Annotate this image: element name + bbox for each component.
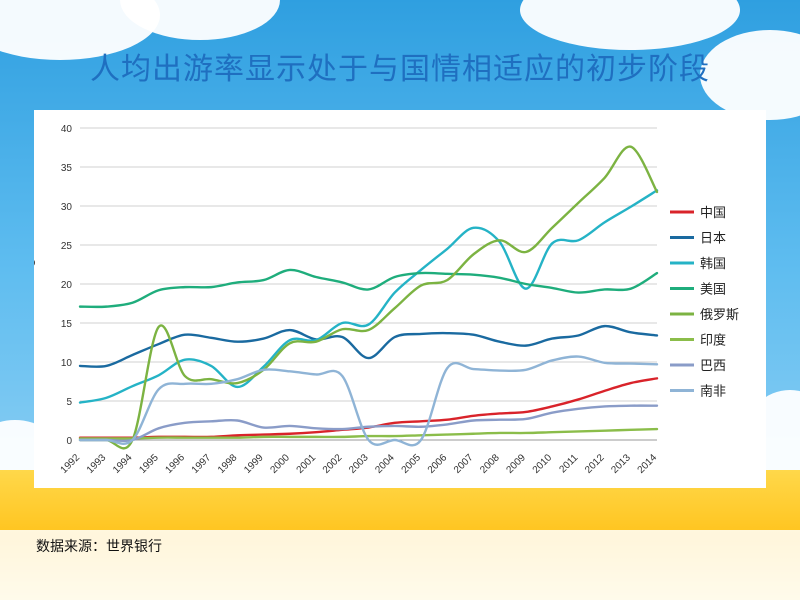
x-tick-label: 1995 xyxy=(137,452,161,476)
x-tick-label: 2012 xyxy=(583,452,607,476)
x-tick-label: 1994 xyxy=(111,452,135,476)
y-tick-label: 10 xyxy=(61,358,73,369)
x-tick-label: 2003 xyxy=(347,452,371,476)
x-tick-label: 2009 xyxy=(504,452,528,476)
series-line-6 xyxy=(78,427,659,440)
x-tick-label: 2013 xyxy=(609,452,633,476)
x-tick-label: 2001 xyxy=(295,452,319,476)
x-tick-label: 1996 xyxy=(164,452,188,476)
y-axis-label: % xyxy=(34,253,35,270)
page-title: 人均出游率显示处于与国情相适应的初步阶段 xyxy=(90,52,710,87)
y-tick-label: 35 xyxy=(61,163,73,174)
y-tick-label: 0 xyxy=(66,436,72,447)
cloud-decoration xyxy=(520,0,740,50)
x-tick-label: 2005 xyxy=(400,452,424,476)
y-tick-label: 5 xyxy=(66,397,72,408)
x-tick-label: 1998 xyxy=(216,452,240,476)
x-tick-label: 2008 xyxy=(478,452,502,476)
series-line-2 xyxy=(78,324,659,368)
x-tick-label: 2010 xyxy=(531,452,555,476)
series-line-7 xyxy=(78,404,659,443)
x-tick-label: 1992 xyxy=(59,452,83,476)
x-tick-label: 2014 xyxy=(636,452,660,476)
x-tick-label: 2007 xyxy=(452,452,476,476)
bottom-white-band xyxy=(0,530,800,600)
legend-label: 中国 xyxy=(700,205,726,220)
series-line-8 xyxy=(78,355,659,447)
y-tick-label: 40 xyxy=(61,124,73,135)
y-tick-label: 15 xyxy=(61,319,73,330)
legend-label: 印度 xyxy=(700,333,726,348)
legend-label: 韩国 xyxy=(700,256,726,271)
legend-label: 俄罗斯 xyxy=(700,307,739,322)
series-line-4 xyxy=(78,268,659,309)
x-tick-label: 2006 xyxy=(426,452,450,476)
x-tick-label: 1999 xyxy=(242,452,266,476)
y-tick-label: 30 xyxy=(61,202,73,213)
chart-panel: 0510152025303540%19921993199419951996199… xyxy=(22,110,766,488)
data-source-note: 数据来源：世界银行 xyxy=(36,539,162,555)
series-line-5 xyxy=(78,145,659,450)
y-tick-label: 25 xyxy=(61,241,73,252)
series-line-1 xyxy=(78,377,659,439)
line-chart: 0510152025303540%19921993199419951996199… xyxy=(22,124,739,476)
x-tick-label: 1997 xyxy=(190,452,214,476)
legend-label: 日本 xyxy=(700,231,726,246)
x-tick-label: 2000 xyxy=(268,452,292,476)
legend-label: 美国 xyxy=(700,282,726,297)
series-line-3 xyxy=(78,189,659,404)
x-tick-label: 2011 xyxy=(557,452,580,475)
legend-label: 南非 xyxy=(700,384,726,399)
x-tick-label: 1993 xyxy=(85,452,109,476)
x-tick-label: 2002 xyxy=(321,452,345,476)
x-tick-label: 2004 xyxy=(373,452,397,476)
legend-label: 巴西 xyxy=(700,358,726,373)
y-tick-label: 20 xyxy=(61,280,73,291)
